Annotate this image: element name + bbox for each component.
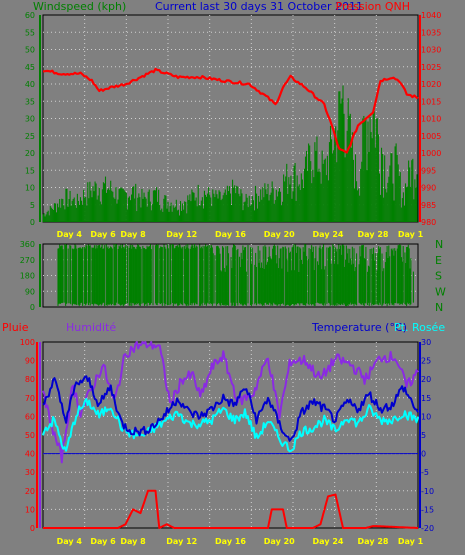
y-left-tick-label: 60 <box>25 412 35 421</box>
day-label: Day 6 <box>90 537 116 546</box>
pressure-axis-title: Pression QNH <box>336 0 410 13</box>
y-left-tick-label: 45 <box>25 63 35 72</box>
y-left-tick-label: 30 <box>25 468 35 477</box>
chart-title: Current last 30 days 31 October 2011 <box>155 0 363 13</box>
day-label: Day 6 <box>90 230 116 239</box>
y-right-tick-label: 1030 <box>421 46 441 55</box>
day-label: Day 20 <box>264 537 295 546</box>
day-label: Day 8 <box>120 537 146 546</box>
y-right-tick-label: 15 <box>421 394 431 403</box>
y-left-tick-label: 35 <box>25 97 35 106</box>
y-left-tick-label: 55 <box>25 28 35 37</box>
y-right-tick-label: -15 <box>421 505 434 514</box>
y-right-tick-label: -10 <box>421 487 434 496</box>
y-left-tick-label: 80 <box>25 375 35 384</box>
compass-label: W <box>435 285 446 298</box>
y-left-tick-label: 50 <box>25 431 35 440</box>
temperature-legend: Temperature (°C) <box>311 321 407 334</box>
y-left-tick-label: 20 <box>25 487 35 496</box>
day-label: Day 20 <box>264 230 295 239</box>
day-label: Day 16 <box>215 537 246 546</box>
y-right-tick-label: 20 <box>421 375 431 384</box>
wind-axis-title: Windspeed (kph) <box>33 0 126 13</box>
y-right-tick-label: 0 <box>421 450 426 459</box>
day-label: Day 12 <box>166 537 197 546</box>
y-right-tick-label: 1015 <box>421 97 441 106</box>
day-label: Day 28 <box>358 230 389 239</box>
y-right-tick-label: 1010 <box>421 115 441 124</box>
compass-label: N <box>435 238 443 251</box>
y-right-tick-label: 1035 <box>421 28 441 37</box>
y-right-tick-label: 995 <box>421 166 436 175</box>
day-label: Day 1 <box>398 537 424 546</box>
y-right-tick-label: 1040 <box>421 11 441 20</box>
y-right-tick-label: 10 <box>421 412 431 421</box>
y-left-tick-label: 50 <box>25 46 35 55</box>
y-right-tick-label: 1000 <box>421 149 441 158</box>
y-right-tick-label: 1020 <box>421 80 441 89</box>
y-right-tick-label: 1025 <box>421 63 441 72</box>
y-left-tick-label: 10 <box>25 505 35 514</box>
panel3-marks: 0 10 20 30 40 50 60 70 80 90 100 -20 -15 -10 -5 0 5 10 15 2… <box>20 338 434 546</box>
humidity-legend: Humidité <box>66 321 116 334</box>
y-left-tick-label: 20 <box>25 149 35 158</box>
y-left-tick-label: 25 <box>25 132 35 141</box>
dewpoint-legend: Pt. Rosée <box>394 321 445 334</box>
y-left-tick-label: 100 <box>20 338 35 347</box>
panel1-marks: 0510152025303540455055609809859909951000… <box>25 11 442 239</box>
day-label: Day 4 <box>57 537 83 546</box>
y-right-tick-label: 1005 <box>421 132 441 141</box>
day-label: Day 24 <box>313 537 344 546</box>
rain-legend: Pluie <box>2 321 29 334</box>
day-label: Day 4 <box>57 230 83 239</box>
temperature-line <box>42 375 419 442</box>
y-left-tick-label: 90 <box>25 357 35 366</box>
y-left-tick-label: 10 <box>25 184 35 193</box>
y-left-tick-label: 270 <box>20 256 35 265</box>
y-left-tick-label: 40 <box>25 80 35 89</box>
y-right-tick-label: 985 <box>421 201 436 210</box>
day-label: Day 1 <box>398 230 424 239</box>
day-label: Day 8 <box>120 230 146 239</box>
compass-label: N <box>435 301 443 314</box>
y-right-tick-label: 990 <box>421 184 436 193</box>
y-left-tick-label: 30 <box>25 115 35 124</box>
day-label: Day 24 <box>313 230 344 239</box>
y-right-tick-label: 30 <box>421 338 431 347</box>
rain-line <box>42 489 419 529</box>
y-left-tick-label: 0 <box>30 524 35 533</box>
y-left-tick-label: 360 <box>20 240 35 249</box>
day-label: Day 12 <box>166 230 197 239</box>
pressure-line <box>42 67 419 154</box>
humidity-line <box>42 341 419 464</box>
day-label: Day 28 <box>358 537 389 546</box>
y-left-tick-label: 15 <box>25 166 35 175</box>
compass-label: S <box>435 270 442 283</box>
y-left-tick-label: 0 <box>30 303 35 312</box>
y-right-tick-label: -20 <box>421 524 434 533</box>
y-left-tick-label: 90 <box>25 287 35 296</box>
y-right-tick-label: 5 <box>421 431 426 440</box>
compass-label: E <box>435 254 442 267</box>
dewpoint-line <box>42 397 419 453</box>
y-left-tick-label: 180 <box>20 272 35 281</box>
y-left-tick-label: 70 <box>25 394 35 403</box>
y-left-tick-label: 0 <box>30 218 35 227</box>
y-left-tick-label: 60 <box>25 11 35 20</box>
y-right-tick-label: 980 <box>421 218 436 227</box>
y-right-tick-label: 25 <box>421 357 431 366</box>
y-right-tick-label: -5 <box>421 468 429 477</box>
y-left-tick-label: 40 <box>25 450 35 459</box>
y-left-tick-label: 5 <box>30 201 35 210</box>
day-label: Day 16 <box>215 230 246 239</box>
